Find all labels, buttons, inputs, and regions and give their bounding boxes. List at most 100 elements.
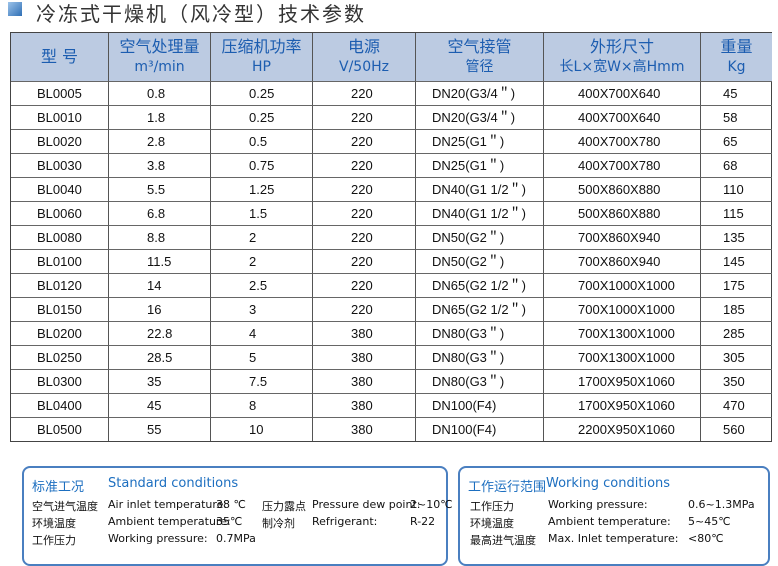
table-cell: 220: [313, 153, 416, 177]
table-cell: BL0100: [11, 249, 109, 273]
table-cell: 380: [313, 345, 416, 369]
table-cell: DN100(F4): [416, 393, 544, 417]
table-cell: 0.75: [211, 153, 313, 177]
table-cell: 1700X950X1060: [544, 393, 701, 417]
table-cell: 45: [109, 393, 211, 417]
table-cell: 0.8: [109, 81, 211, 105]
table-cell: DN25(G1＂): [416, 129, 544, 153]
table-cell: 55: [109, 417, 211, 441]
condition-text: 最高进气温度: [470, 534, 536, 547]
table-cell: 220: [313, 81, 416, 105]
condition-text: Ambient temperature:: [548, 515, 671, 528]
table-cell: DN65(G2 1/2＂): [416, 273, 544, 297]
header-cell: 型 号: [11, 33, 109, 81]
condition-text: 35℃: [216, 515, 243, 528]
table-cell: BL0080: [11, 225, 109, 249]
condition-text: Working pressure:: [548, 498, 648, 511]
table-cell: BL0500: [11, 417, 109, 441]
header-cell: 电源 V/50Hz: [313, 33, 416, 81]
table-cell: 1.5: [211, 201, 313, 225]
table-cell: BL0120: [11, 273, 109, 297]
condition-text: 38 ℃: [216, 498, 246, 511]
table-cell: DN80(G3＂): [416, 321, 544, 345]
condition-text: Max. Inlet temperature:: [548, 532, 679, 545]
header-cell: 压缩机功率 HP: [211, 33, 313, 81]
box-title-cn: 标准工况: [32, 480, 85, 495]
table-cell: 220: [313, 129, 416, 153]
table-cell: 220: [313, 177, 416, 201]
table-cell: 110: [701, 177, 772, 201]
table-cell: 0.25: [211, 81, 313, 105]
table-cell: 700X1300X1000: [544, 345, 701, 369]
condition-text: 环境温度: [470, 517, 514, 530]
table-cell: 2: [211, 225, 313, 249]
page-title: 冷冻式干燥机（风冷型）技术参数: [36, 2, 366, 26]
table-cell: 185: [701, 297, 772, 321]
header-text: HP: [252, 59, 271, 75]
table-cell: 400X700X640: [544, 105, 701, 129]
header-text: m³/min: [134, 59, 185, 75]
table-cell: 220: [313, 273, 416, 297]
header-cell: 重量 Kg: [701, 33, 772, 81]
condition-text: Refrigerant:: [312, 515, 378, 528]
table-cell: BL0400: [11, 393, 109, 417]
table-cell: 700X1000X1000: [544, 273, 701, 297]
table-cell: 5: [211, 345, 313, 369]
header-text: 电源: [347, 37, 380, 56]
table-cell: 470: [701, 393, 772, 417]
table-cell: 350: [701, 369, 772, 393]
table-cell: 700X860X940: [544, 225, 701, 249]
table-cell: 380: [313, 321, 416, 345]
table-cell: 220: [313, 225, 416, 249]
box-title-en: Working conditions: [546, 476, 671, 491]
table-cell: BL0250: [11, 345, 109, 369]
table-cell: 220: [313, 297, 416, 321]
working-box: 工作运行范围 Working conditions 工作压力 Working pres…: [458, 466, 770, 566]
table-cell: DN40(G1 1/2＂): [416, 201, 544, 225]
table-cell: DN50(G2＂): [416, 225, 544, 249]
condition-text: R-22: [410, 515, 436, 528]
table-cell: 700X1000X1000: [544, 297, 701, 321]
table-cell: 8: [211, 393, 313, 417]
table-cell: 6.8: [109, 201, 211, 225]
header-text: 压缩机功率: [221, 37, 302, 56]
table-cell: 7.5: [211, 369, 313, 393]
table-cell: 2.8: [109, 129, 211, 153]
box-title-en: Standard conditions: [108, 476, 239, 491]
table-cell: 145: [701, 249, 772, 273]
table-cell: DN80(G3＂): [416, 345, 544, 369]
table-cell: 400X700X780: [544, 129, 701, 153]
table-cell: 400X700X640: [544, 81, 701, 105]
table-cell: 11.5: [109, 249, 211, 273]
table-cell: 1.25: [211, 177, 313, 201]
table-cell: DN40(G1 1/2＂): [416, 177, 544, 201]
table-cell: 68: [701, 153, 772, 177]
table-cell: 2: [211, 249, 313, 273]
table-cell: 28.5: [109, 345, 211, 369]
table-cell: 14: [109, 273, 211, 297]
table-cell: DN65(G2 1/2＂): [416, 297, 544, 321]
condition-text: Pressure dew point:: [312, 498, 421, 511]
table-cell: DN50(G2＂): [416, 249, 544, 273]
condition-text: 5~45℃: [688, 515, 731, 528]
table-cell: 500X860X880: [544, 201, 701, 225]
table-cell: DN80(G3＂): [416, 369, 544, 393]
header-cell: 空气接管 管径: [416, 33, 544, 81]
header-text: Kg: [727, 59, 746, 75]
table-cell: 3: [211, 297, 313, 321]
table-cell: BL0010: [11, 105, 109, 129]
table-cell: 2.5: [211, 273, 313, 297]
standard-box: 标准工况 Standard conditions 空气进气温度 Air inlet t…: [22, 466, 453, 566]
table-cell: 220: [313, 201, 416, 225]
table-cell: BL0040: [11, 177, 109, 201]
table-cell: 380: [313, 393, 416, 417]
table-cell: 285: [701, 321, 772, 345]
header-text: 外形尺寸: [589, 37, 654, 56]
header-text: 管径: [465, 59, 494, 75]
table-cell: 16: [109, 297, 211, 321]
header-text: 型 号: [40, 47, 79, 66]
condition-text: Air inlet temperature:: [108, 498, 228, 511]
condition-text: 压力露点: [262, 500, 306, 513]
spec-table: 型 号空气处理量 m³/min 压缩机功率 HP 电源 V/50Hz 空气接管 管径 外形尺寸长…: [10, 32, 772, 442]
